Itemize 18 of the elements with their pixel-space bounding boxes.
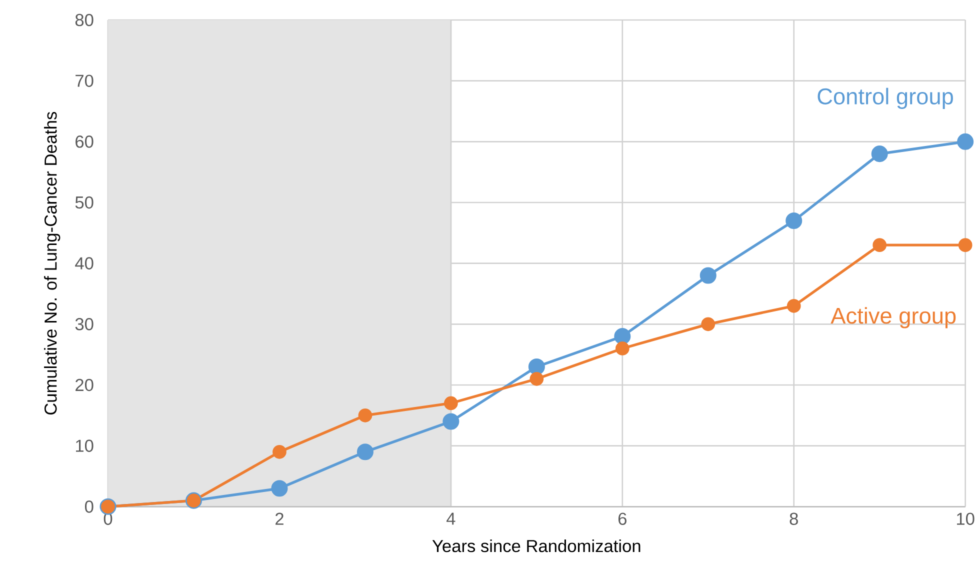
- series-label: Control group: [818, 88, 953, 109]
- y-tick-label: 10: [76, 440, 94, 452]
- x-tick-label: 4: [446, 512, 456, 525]
- y-tick-label: 40: [75, 257, 94, 270]
- y-tick-label: 0: [84, 500, 94, 513]
- y-tick-label: 20: [76, 378, 94, 392]
- x-tick-label: 6: [618, 512, 626, 525]
- y-tick-label: 50: [75, 196, 94, 209]
- x-axis-title: Years since Randomization: [432, 539, 640, 552]
- y-tick-label: 70: [76, 74, 94, 87]
- y-tick-label: 80: [75, 14, 94, 26]
- x-tick-label: 10: [957, 512, 974, 525]
- x-tick-label: 8: [790, 512, 798, 525]
- series-label: Active group: [830, 307, 956, 328]
- x-tick-label: 2: [276, 512, 284, 525]
- y-tick-label: 60: [76, 136, 94, 148]
- y-axis-title: Cumulative No. of Lung-Cancer Deaths: [44, 112, 60, 415]
- y-tick-label: 30: [75, 318, 94, 330]
